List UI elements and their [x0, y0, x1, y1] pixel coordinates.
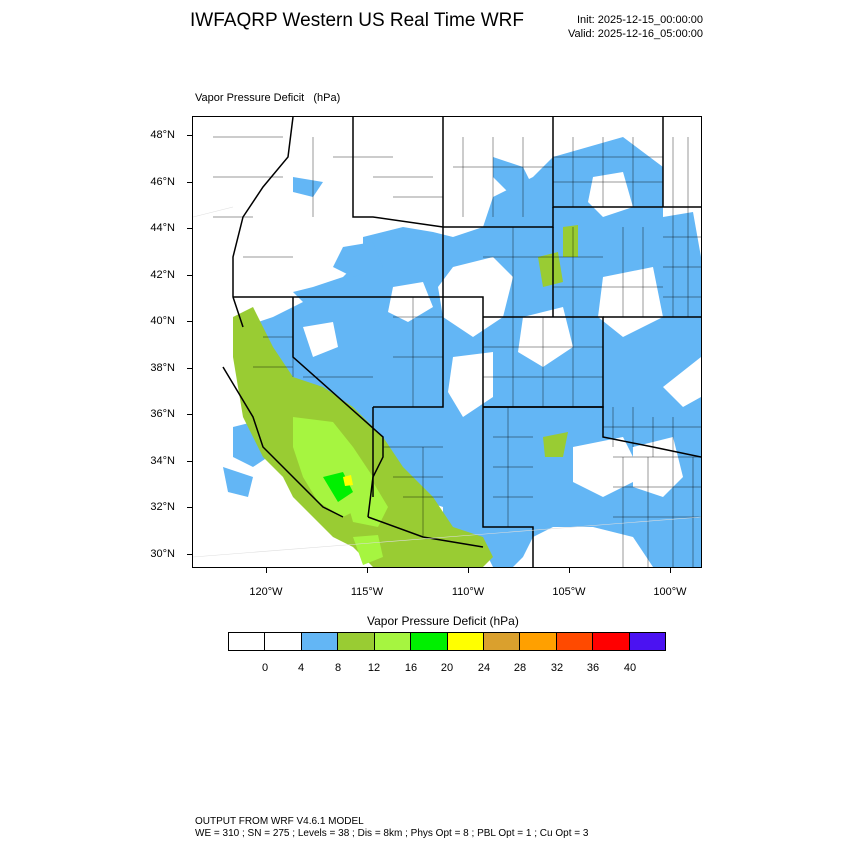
vpd-0-4-holes: [303, 172, 683, 497]
colorbar-label: 20: [440, 662, 454, 674]
lat-tick: [187, 228, 192, 229]
lat-tick: [187, 135, 192, 136]
colorbar-label: 40: [623, 662, 637, 674]
lat-label: 44°N: [150, 222, 175, 234]
lat-tick: [187, 368, 192, 369]
colorbar-swatch: [629, 633, 666, 650]
lat-tick: [187, 461, 192, 462]
lat-label: 46°N: [150, 176, 175, 188]
lat-tick: [187, 182, 192, 183]
lat-label: 32°N: [150, 501, 175, 513]
init-time: Init: 2025-12-15_00:00:00: [577, 14, 703, 26]
colorbar-swatch: [411, 633, 448, 650]
county-borders: [213, 136, 701, 567]
colorbar-swatch: [593, 633, 630, 650]
vpd-field-map: [193, 117, 701, 567]
map-plot-area: [192, 116, 702, 568]
lat-tick: [187, 554, 192, 555]
colorbar-label: 28: [513, 662, 527, 674]
colorbar-label: 0: [261, 662, 269, 674]
vpd-8-12-regions: [233, 225, 578, 567]
map-title: IWFAQRP Western US Real Time WRF: [190, 10, 524, 31]
lon-label: 100°W: [653, 586, 687, 598]
lat-tick: [187, 507, 192, 508]
lon-label: 115°W: [350, 586, 384, 598]
lon-tick: [569, 568, 570, 573]
colorbar-swatch: [520, 633, 557, 650]
model-info-line: OUTPUT FROM WRF V4.6.1 MODEL: [195, 816, 364, 827]
colorbar-label: 36: [586, 662, 600, 674]
colorbar-swatch: [338, 633, 375, 650]
graticule: [193, 206, 701, 558]
lat-label: 42°N: [150, 269, 175, 281]
panel-title: Vapor Pressure Deficit (hPa): [195, 92, 341, 104]
lat-tick: [187, 275, 192, 276]
lat-tick: [187, 414, 192, 415]
colorbar-label: 12: [367, 662, 381, 674]
lon-tick: [367, 568, 368, 573]
colorbar-label: 24: [477, 662, 491, 674]
lat-label: 40°N: [150, 315, 175, 327]
vpd-20-24-regions: [343, 475, 353, 486]
colorbar-swatch: [556, 633, 594, 650]
lon-tick: [670, 568, 671, 573]
lon-label: 110°W: [451, 586, 485, 598]
colorbar-label: 32: [550, 662, 564, 674]
valid-time: Valid: 2025-12-16_05:00:00: [568, 28, 703, 40]
colorbar-swatch: [229, 633, 266, 650]
lat-label: 38°N: [150, 362, 175, 374]
lat-label: 34°N: [150, 455, 175, 467]
lat-label: 30°N: [150, 548, 175, 560]
lon-tick: [266, 568, 267, 573]
colorbar-swatch: [301, 633, 339, 650]
colorbar-swatch: [447, 633, 484, 650]
colorbar-title: Vapor Pressure Deficit (hPa): [367, 614, 519, 628]
lon-label: 120°W: [249, 586, 283, 598]
colorbar-label: 4: [297, 662, 305, 674]
lat-label: 48°N: [150, 129, 175, 141]
lon-label: 105°W: [552, 586, 586, 598]
lon-tick: [468, 568, 469, 573]
lat-tick: [187, 321, 192, 322]
colorbar-label: 16: [404, 662, 418, 674]
colorbar-swatch: [374, 633, 412, 650]
model-settings-line: WE = 310 ; SN = 275 ; Levels = 38 ; Dis …: [195, 828, 589, 839]
colorbar-swatch: [265, 633, 302, 650]
lat-label: 36°N: [150, 408, 175, 420]
colorbar: [228, 632, 666, 651]
colorbar-label: 8: [334, 662, 342, 674]
colorbar-swatch: [483, 633, 521, 650]
